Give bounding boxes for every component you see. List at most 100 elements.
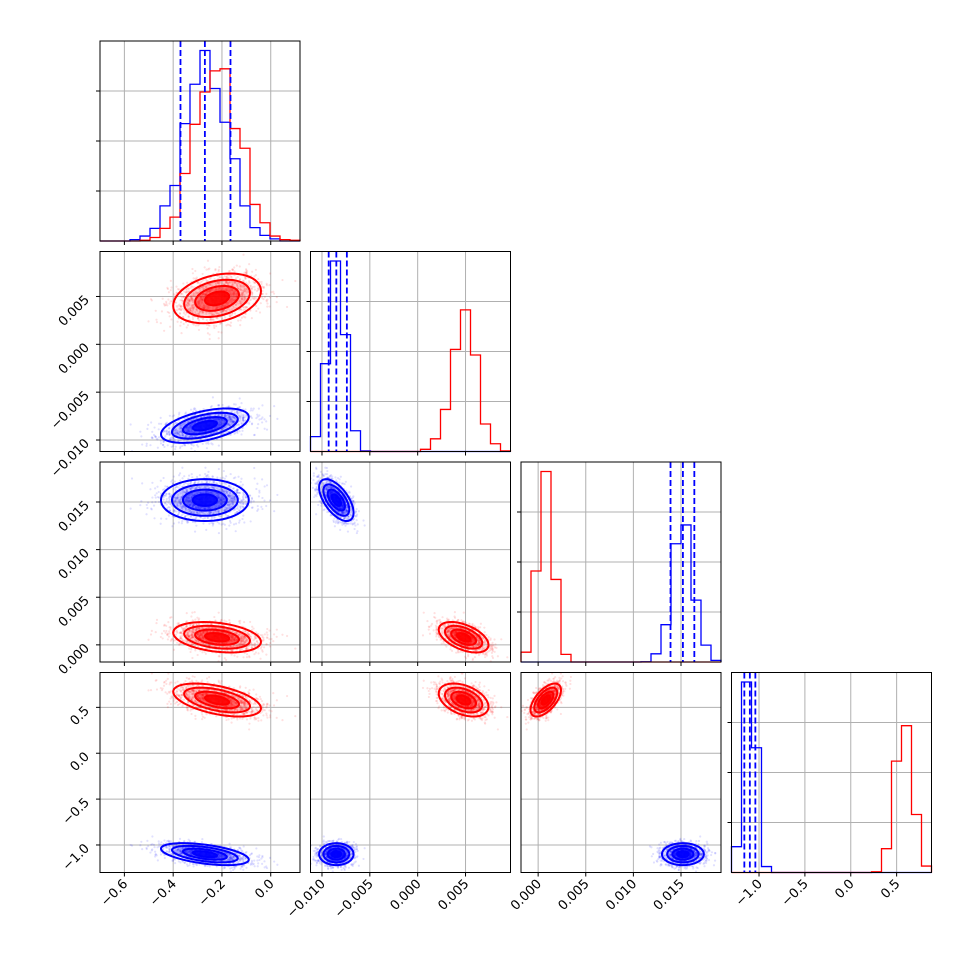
scatter-point: [190, 424, 193, 427]
scatter-point: [242, 289, 245, 292]
scatter-point: [198, 282, 201, 285]
scatter-point: [217, 268, 220, 271]
scatter-point: [229, 472, 232, 476]
scatter-point: [202, 434, 205, 437]
scatter-point: [213, 418, 216, 421]
scatter-point: [285, 305, 289, 309]
scatter-point: [228, 418, 232, 421]
scatter-point: [217, 531, 221, 535]
scatter-point: [244, 272, 247, 275]
scatter-point: [253, 477, 256, 480]
scatter-point: [188, 430, 191, 434]
scatter-point: [157, 428, 160, 431]
scatter-point: [242, 414, 245, 417]
scatter-point: [189, 424, 192, 427]
scatter-point: [223, 477, 226, 480]
scatter-point: [241, 418, 245, 421]
scatter-point: [171, 415, 174, 418]
scatter-point: [191, 299, 195, 302]
scatter-point: [265, 284, 268, 287]
scatter-point: [175, 429, 178, 432]
scatter-point: [263, 499, 266, 502]
scatter-point: [209, 318, 212, 322]
scatter-point: [235, 410, 238, 414]
scatter-point: [230, 409, 234, 412]
scatter-point: [251, 409, 254, 412]
scatter-point: [191, 457, 193, 459]
scatter-point: [258, 311, 262, 314]
scatter-point: [159, 322, 162, 325]
scatter-point: [217, 421, 220, 424]
scatter-point: [238, 278, 242, 281]
scatter-point: [268, 499, 272, 502]
scatter-point: [241, 416, 244, 420]
scatter-point: [207, 268, 210, 271]
scatter-point: [231, 283, 234, 286]
scatter-point: [162, 440, 165, 443]
scatter-point: [217, 425, 220, 428]
scatter-point: [275, 628, 278, 631]
scatter-point: [220, 304, 223, 307]
scatter-point: [200, 298, 203, 301]
scatter-point: [219, 322, 222, 325]
scatter-point: [155, 492, 158, 495]
scatter-point: [179, 430, 182, 433]
scatter-point: [214, 281, 217, 285]
scatter-point: [240, 297, 244, 300]
scatter-point: [184, 435, 187, 438]
scatter-point: [176, 309, 179, 312]
scatter-point: [174, 445, 177, 448]
scatter-point: [257, 495, 261, 498]
scatter-point: [227, 423, 230, 426]
scatter-point: [176, 432, 179, 435]
scatter-point: [201, 298, 204, 301]
scatter-point: [229, 291, 233, 294]
scatter-point: [214, 268, 217, 272]
scatter-point: [202, 407, 205, 411]
scatter-point: [190, 419, 193, 422]
scatter-point: [217, 422, 220, 425]
scatter-point: [189, 428, 193, 431]
scatter-point: [200, 438, 203, 441]
scatter-point: [183, 309, 186, 312]
scatter-point: [185, 288, 188, 291]
scatter-point: [151, 501, 154, 504]
scatter-point: [265, 504, 268, 508]
scatter-point: [162, 440, 165, 443]
scatter-point: [241, 296, 244, 299]
scatter-point: [206, 411, 209, 414]
scatter-point: [233, 417, 236, 420]
scatter-point: [225, 620, 228, 623]
scatter-point: [150, 436, 153, 439]
scatter-point: [270, 291, 273, 294]
scatter-point: [253, 466, 256, 470]
scatter-point: [233, 411, 236, 414]
scatter-point: [258, 489, 261, 492]
scatter-point: [217, 467, 220, 471]
histogram-series-1: [100, 68, 301, 242]
scatter-point: [177, 433, 181, 436]
scatter-point: [190, 418, 194, 422]
scatter-point: [174, 448, 177, 451]
scatter-point: [188, 434, 191, 437]
scatter-point: [206, 259, 210, 262]
scatter-point: [232, 420, 235, 423]
scatter-point: [224, 280, 228, 283]
scatter-point: [159, 416, 162, 419]
scatter-point: [265, 282, 268, 285]
scatter-point: [240, 301, 243, 304]
scatter-point: [219, 423, 222, 427]
scatter-point: [196, 420, 199, 423]
scatter-point: [235, 283, 238, 286]
scatter-point: [190, 424, 193, 427]
scatter-point: [205, 447, 209, 450]
scatter-point: [214, 426, 217, 430]
scatter-point: [236, 412, 239, 415]
scatter-point: [239, 419, 242, 422]
scatter-point: [160, 310, 164, 313]
scatter-point: [227, 430, 230, 433]
scatter-point: [187, 431, 190, 434]
scatter-point: [234, 476, 237, 479]
scatter-point: [229, 433, 232, 437]
scatter-point: [269, 641, 272, 645]
